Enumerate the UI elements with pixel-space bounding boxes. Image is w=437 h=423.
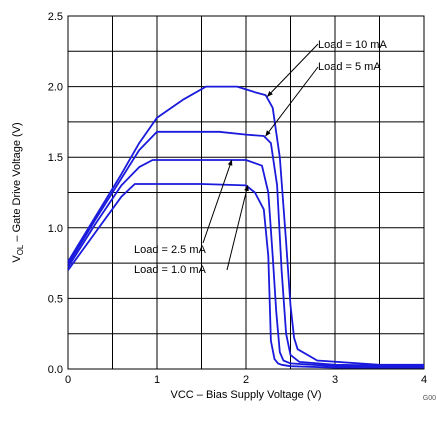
grid xyxy=(68,16,424,369)
y-tick-label: 0.5 xyxy=(48,293,63,305)
series-line-0 xyxy=(67,85,424,366)
x-tick-label: 4 xyxy=(421,374,427,386)
y-tick-label: 0.0 xyxy=(48,364,63,376)
series-line-2 xyxy=(67,159,424,368)
y-axis-label-subscript: OL xyxy=(16,244,25,255)
annotation-label: Load = 10 mA xyxy=(318,39,387,51)
annotation-arrow xyxy=(266,43,319,97)
annotation-label: Load = 2.5 mA xyxy=(134,244,207,256)
y-tick-label: 2.5 xyxy=(48,11,63,23)
plot-frame xyxy=(67,15,425,370)
y-tick-label: 2.0 xyxy=(48,82,63,94)
y-tick-labels: 0.0 0.5 1.0 1.5 2.0 2.5 xyxy=(48,11,63,376)
y-tick-label: 1.0 xyxy=(48,223,63,235)
x-tick-label: 1 xyxy=(154,374,160,386)
x-tick-label: 3 xyxy=(332,374,338,386)
annotation-arrow xyxy=(226,184,249,271)
x-tick-label: 2 xyxy=(243,374,249,386)
x-axis-label: VCC – Bias Supply Voltage (V) xyxy=(170,389,321,401)
annotation-label: Load = 5 mA xyxy=(318,61,381,73)
series-line-1 xyxy=(67,130,425,368)
figure-code: G00 xyxy=(423,395,436,402)
x-tick-label: 0 xyxy=(65,374,71,386)
y-axis-label-main: V xyxy=(11,255,23,263)
annotation-label: Load = 1.0 mA xyxy=(134,264,207,276)
y-axis-label: VOL – Gate Drive Voltage (V) xyxy=(11,122,25,262)
annotations: Load = 10 mA Load = 5 mA Load = 2.5 mA Load… xyxy=(134,39,387,276)
series-lines xyxy=(67,85,425,369)
x-tick-labels: 0 1 2 3 4 xyxy=(65,374,427,386)
y-axis-label-rest: – Gate Drive Voltage (V) xyxy=(11,122,23,244)
series-line-3 xyxy=(67,183,424,369)
annotation-arrow xyxy=(202,159,233,244)
annotation-arrow xyxy=(265,66,319,137)
y-tick-label: 1.5 xyxy=(48,152,63,164)
